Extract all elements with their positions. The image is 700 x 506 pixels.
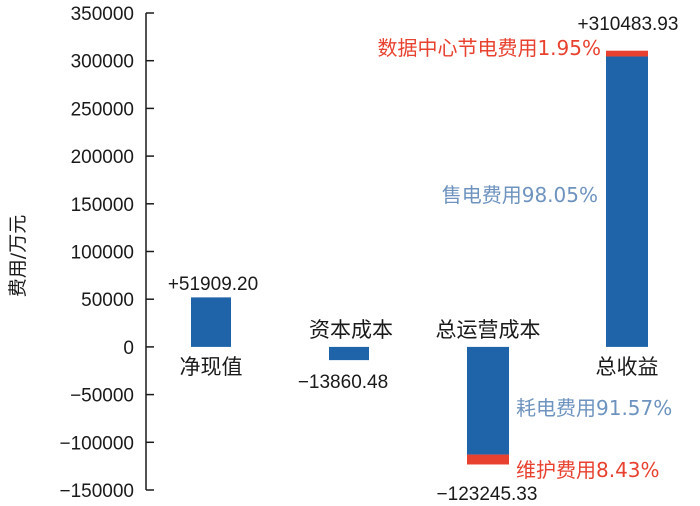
bar-segment [329,346,369,361]
y-tick-label: 300000 [71,52,134,73]
y-tick-label: 350000 [71,4,134,25]
bars [191,50,648,465]
annotation-label: 维护费用8.43% [516,458,660,482]
value-label: −123245.33 [437,484,538,505]
y-tick-label: 250000 [71,99,134,120]
bar-segment [606,50,648,57]
y-axis-label: 费用/万元 [7,215,29,297]
y-tick-label: −50000 [70,386,134,407]
y-tick-label: −100000 [60,433,135,454]
y-tick-label: 150000 [71,195,134,216]
value-label: −13860.48 [298,372,388,393]
value-label: +51909.20 [168,274,258,295]
y-tick-label: 200000 [71,147,134,168]
category-label: 总运营成本 [436,318,541,342]
annotation-label: 数据中心节电费用1.95% [377,36,601,60]
value-label: +310483.93 [578,14,679,35]
y-tick-label: −150000 [60,481,135,502]
bar-segment [606,56,648,347]
y-tick-label: 0 [123,338,134,359]
bar-segment [191,297,231,347]
category-label: 资本成本 [309,318,393,342]
category-label: 净现值 [180,355,243,379]
annotation-label: 售电费用98.05% [442,183,598,207]
bar-segment [467,454,509,465]
y-tick-label: 50000 [81,290,134,311]
category-label: 总收益 [596,355,659,379]
y-ticks: 350000 300000 250000 200000 150000 100000 5000… [60,4,154,502]
bar-segment [467,346,509,455]
annotation-label: 耗电费用91.57% [516,396,672,420]
y-tick-label: 100000 [71,243,134,264]
